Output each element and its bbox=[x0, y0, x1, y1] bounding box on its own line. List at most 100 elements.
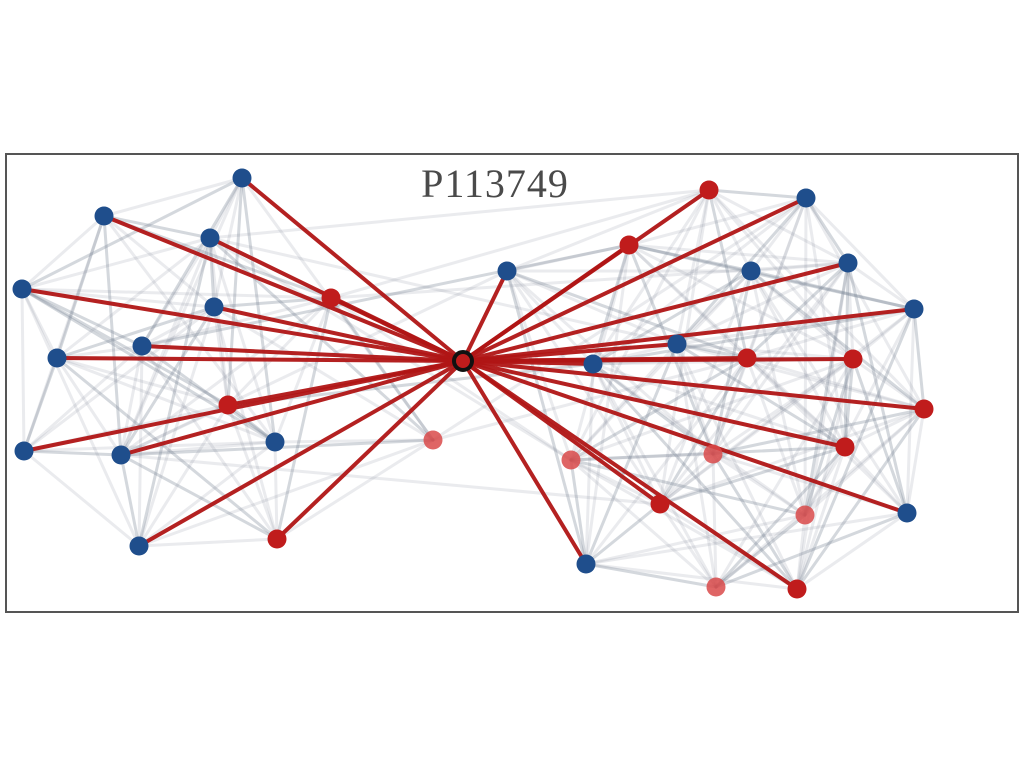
graph-edge bbox=[569, 458, 718, 589]
highlight-edge bbox=[461, 359, 909, 515]
graph-edge bbox=[569, 357, 855, 462]
graph-edge bbox=[627, 243, 847, 449]
blue-node bbox=[897, 503, 917, 523]
graph-edge bbox=[843, 445, 909, 515]
graph-edge bbox=[675, 342, 926, 411]
red-node bbox=[737, 348, 757, 368]
graph-edge bbox=[584, 513, 807, 566]
graph-edge bbox=[226, 403, 279, 541]
graph-edge bbox=[140, 305, 216, 348]
graph-edge bbox=[711, 357, 855, 456]
graph-edge bbox=[745, 356, 909, 515]
graph-edge bbox=[745, 356, 926, 411]
graph-edge bbox=[711, 452, 807, 517]
highlight-edge bbox=[461, 359, 847, 449]
graph-edge bbox=[140, 344, 279, 541]
graph-edge bbox=[675, 188, 711, 346]
red-node bbox=[218, 395, 238, 415]
graph-edge bbox=[119, 269, 509, 457]
highlight-edge bbox=[461, 307, 916, 363]
graph-edge bbox=[20, 287, 26, 453]
graph-edge bbox=[804, 196, 916, 311]
graph-edge bbox=[212, 176, 244, 309]
graph-edge bbox=[212, 305, 279, 541]
graph-edge bbox=[20, 287, 277, 444]
graph-edge bbox=[22, 305, 216, 453]
graph-edge bbox=[803, 307, 916, 517]
graph-edge bbox=[795, 445, 847, 591]
graph-edge bbox=[711, 452, 718, 589]
blue-node bbox=[12, 279, 32, 299]
highlight-edge bbox=[240, 176, 465, 363]
graph-edge bbox=[912, 307, 926, 411]
graph-edge bbox=[119, 453, 279, 541]
graph-edge bbox=[20, 176, 244, 291]
graph-edge bbox=[20, 287, 216, 309]
graph-edge bbox=[584, 243, 631, 566]
graph-edge bbox=[714, 445, 847, 589]
graph-edge bbox=[745, 356, 847, 449]
graph-edge bbox=[22, 214, 106, 453]
graph-edge bbox=[140, 344, 277, 444]
blue-node bbox=[204, 297, 224, 317]
graph-edge bbox=[675, 342, 715, 456]
graph-edge bbox=[803, 407, 926, 517]
red-node bbox=[787, 579, 807, 599]
graph-edge bbox=[846, 261, 916, 311]
graph-edge bbox=[658, 407, 926, 506]
graph-edge bbox=[55, 356, 277, 444]
graph-edge bbox=[584, 562, 799, 591]
graph-edge bbox=[711, 407, 926, 456]
graph-edge bbox=[795, 511, 909, 591]
red-node bbox=[619, 235, 639, 255]
graph-edge bbox=[55, 356, 230, 407]
red-node bbox=[650, 494, 670, 514]
red-node bbox=[706, 577, 726, 597]
graph-edge bbox=[803, 445, 847, 517]
graph-edge bbox=[505, 269, 749, 360]
graph-edge bbox=[714, 511, 909, 589]
highlight-edge bbox=[461, 196, 808, 363]
blue-node bbox=[265, 432, 285, 452]
blue-node bbox=[47, 348, 67, 368]
graph-edge bbox=[658, 445, 847, 506]
graph-edge bbox=[851, 357, 926, 411]
graph-edge bbox=[137, 537, 279, 548]
graph-edge bbox=[851, 307, 916, 361]
graph-edge bbox=[658, 261, 850, 506]
graph-edge bbox=[20, 287, 141, 548]
graph-edge bbox=[707, 188, 850, 265]
red-node bbox=[703, 444, 723, 464]
graph-edge bbox=[137, 440, 277, 548]
highlight-edge bbox=[461, 359, 799, 591]
graph-edge bbox=[591, 196, 808, 366]
blue-node bbox=[741, 261, 761, 281]
graph-edge bbox=[20, 287, 230, 407]
highlight-edge bbox=[140, 344, 465, 363]
graph-edge bbox=[22, 449, 123, 457]
graph-edge bbox=[711, 356, 749, 456]
highlight-edge bbox=[461, 357, 855, 363]
graph-edge bbox=[569, 342, 679, 462]
blue-node bbox=[667, 334, 687, 354]
graph-edge bbox=[905, 307, 916, 515]
blue-node bbox=[200, 228, 220, 248]
graph-edge bbox=[658, 356, 749, 506]
graph-edge bbox=[140, 176, 244, 348]
graph-edge bbox=[795, 357, 855, 591]
highlight-edge bbox=[137, 359, 465, 548]
graph-edge bbox=[658, 452, 715, 506]
graph-edge bbox=[591, 362, 807, 517]
graph-edge bbox=[591, 362, 799, 591]
graph-edge bbox=[505, 243, 631, 273]
highlight-edge bbox=[461, 359, 588, 566]
graph-edge bbox=[329, 261, 850, 300]
highlight-edge bbox=[275, 359, 465, 541]
graph-edge bbox=[584, 362, 595, 566]
graph-edge bbox=[675, 261, 850, 346]
blue-node bbox=[111, 445, 131, 465]
graph-edge bbox=[55, 356, 279, 541]
blue-node bbox=[583, 354, 603, 374]
graph-edge bbox=[627, 243, 850, 265]
